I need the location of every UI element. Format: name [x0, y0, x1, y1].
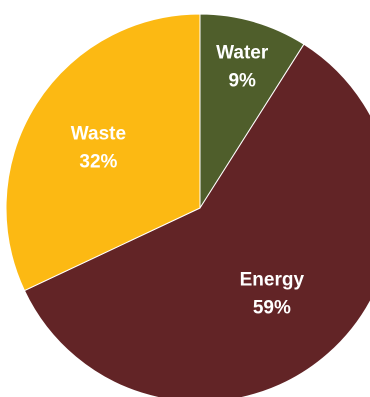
slice-value-waste: 32% — [79, 152, 117, 173]
pie-labels: Water 9% Energy 59% Waste 32% — [71, 43, 305, 319]
pie-slices — [5, 13, 370, 397]
slice-value-energy: 59% — [253, 297, 291, 318]
pie-slice-water — [199, 13, 305, 210]
pie-slice-energy — [23, 43, 370, 397]
pie-slice-waste — [5, 13, 201, 292]
slice-value-water: 9% — [228, 71, 256, 92]
slice-label-water: Water — [216, 43, 269, 64]
slice-label-waste: Waste — [71, 124, 126, 145]
slice-label-energy: Energy — [240, 269, 305, 290]
